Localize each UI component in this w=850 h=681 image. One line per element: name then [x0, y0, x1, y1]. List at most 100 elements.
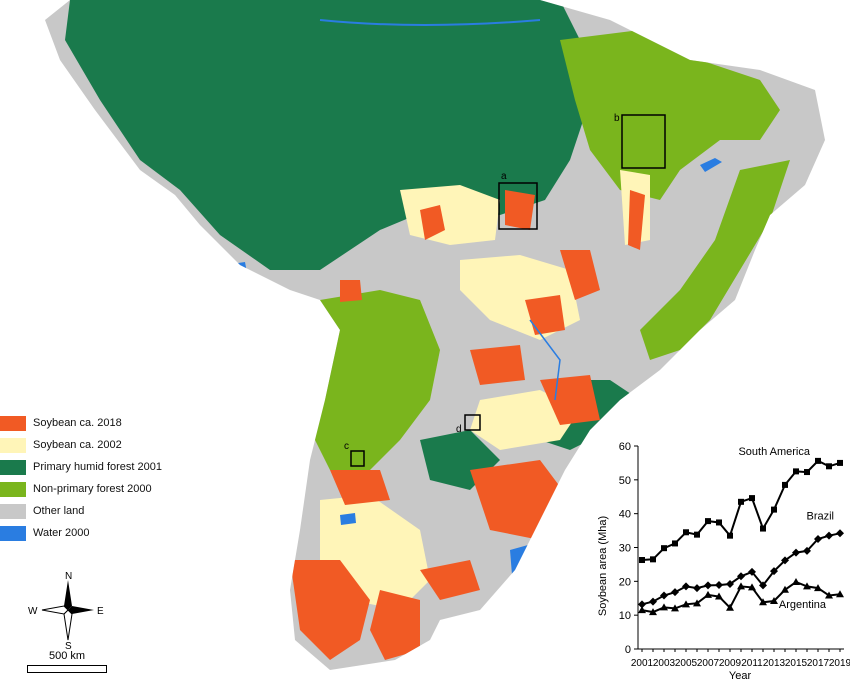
box-d-label: d — [456, 424, 462, 435]
legend-swatch-non-primary-forest — [0, 481, 26, 497]
data-point — [770, 596, 778, 604]
box-b-label: b — [614, 113, 620, 124]
data-point — [804, 469, 810, 476]
x-tick-label: 2009 — [719, 658, 742, 669]
box-c-label: c — [344, 441, 349, 452]
series-label: Argentina — [779, 599, 827, 611]
x-tick-label: 2007 — [697, 658, 720, 669]
chart-xlabel: Year — [729, 670, 752, 681]
data-point — [672, 540, 678, 547]
legend-label: Soybean ca. 2002 — [33, 439, 122, 451]
series-label: South America — [738, 446, 810, 458]
data-point — [782, 481, 788, 488]
legend-label: Water 2000 — [33, 527, 90, 539]
data-point — [682, 600, 690, 608]
legend-item-soybean-2018: Soybean ca. 2018 — [0, 412, 200, 434]
data-point — [748, 567, 756, 576]
data-point — [836, 529, 844, 538]
legend-item-non-primary-forest: Non-primary forest 2000 — [0, 478, 200, 500]
x-tick-label: 2005 — [675, 658, 698, 669]
data-point — [660, 603, 668, 611]
data-point — [792, 548, 800, 557]
data-point — [749, 495, 755, 502]
data-point — [649, 597, 657, 606]
chart-ylabel: Soybean area (Mha) — [597, 516, 609, 616]
data-point — [748, 583, 756, 591]
legend-swatch-other-land — [0, 503, 26, 519]
data-point — [825, 531, 833, 540]
legend-item-soybean-2002: Soybean ca. 2002 — [0, 434, 200, 456]
data-point — [661, 545, 667, 552]
data-point — [683, 529, 689, 536]
data-point — [803, 582, 811, 590]
data-point — [693, 599, 701, 607]
data-point — [705, 518, 711, 525]
compass-w: W — [28, 606, 38, 617]
data-point — [704, 581, 712, 590]
legend-item-primary-forest: Primary humid forest 2001 — [0, 456, 200, 478]
compass-n: N — [65, 571, 72, 582]
data-point — [682, 582, 690, 591]
data-point — [759, 598, 767, 606]
data-point — [781, 585, 789, 593]
series-label: Brazil — [806, 510, 834, 522]
legend-label: Non-primary forest 2000 — [33, 483, 152, 495]
data-point — [715, 592, 723, 600]
data-point — [693, 584, 701, 593]
legend-item-water: Water 2000 — [0, 522, 200, 544]
x-tick-label: 2019 — [829, 658, 850, 669]
data-point — [759, 581, 767, 590]
data-point — [814, 584, 822, 592]
x-tick-label: 2017 — [807, 658, 830, 669]
legend-label: Other land — [33, 505, 85, 517]
data-point — [715, 581, 723, 590]
legend-swatch-water — [0, 525, 26, 541]
data-point — [737, 572, 745, 581]
data-point — [649, 608, 657, 616]
data-point — [738, 498, 744, 505]
box-a-label: a — [501, 171, 507, 182]
legend-swatch-soybean-2018 — [0, 415, 26, 431]
data-point — [694, 531, 700, 538]
map-legend: Soybean ca. 2018 Soybean ca. 2002 Primar… — [0, 412, 200, 544]
legend-label: Primary humid forest 2001 — [33, 461, 162, 473]
y-tick-label: 10 — [619, 610, 631, 622]
data-point — [638, 606, 646, 614]
legend-swatch-soybean-2002 — [0, 437, 26, 453]
box-b — [621, 114, 666, 169]
data-point — [671, 588, 679, 597]
data-point — [660, 591, 668, 600]
data-point — [836, 590, 844, 598]
compass-e: E — [97, 606, 104, 617]
data-point — [793, 468, 799, 475]
data-point — [815, 457, 821, 464]
data-point — [781, 556, 789, 565]
y-tick-label: 50 — [619, 475, 631, 487]
x-tick-label: 2013 — [763, 658, 786, 669]
x-tick-label: 2001 — [631, 658, 654, 669]
data-point — [792, 578, 800, 586]
scale-bar: 500 km — [27, 650, 107, 680]
x-tick-label: 2015 — [785, 658, 808, 669]
data-point — [737, 582, 745, 590]
data-point — [671, 604, 679, 612]
x-tick-label: 2003 — [653, 658, 676, 669]
y-tick-label: 20 — [619, 576, 631, 588]
box-a — [498, 182, 538, 230]
data-point — [726, 603, 734, 611]
data-point — [825, 591, 833, 599]
y-tick-label: 30 — [619, 543, 631, 555]
box-d — [464, 414, 481, 431]
data-point — [814, 535, 822, 544]
scale-label: 500 km — [48, 650, 86, 662]
compass-s: S — [65, 641, 72, 650]
data-point — [704, 590, 712, 598]
data-point — [726, 580, 734, 589]
data-point — [639, 557, 645, 564]
data-point — [716, 519, 722, 526]
y-tick-label: 60 — [619, 441, 631, 453]
scale-bar-rect — [27, 665, 107, 673]
legend-swatch-primary-forest — [0, 459, 26, 475]
